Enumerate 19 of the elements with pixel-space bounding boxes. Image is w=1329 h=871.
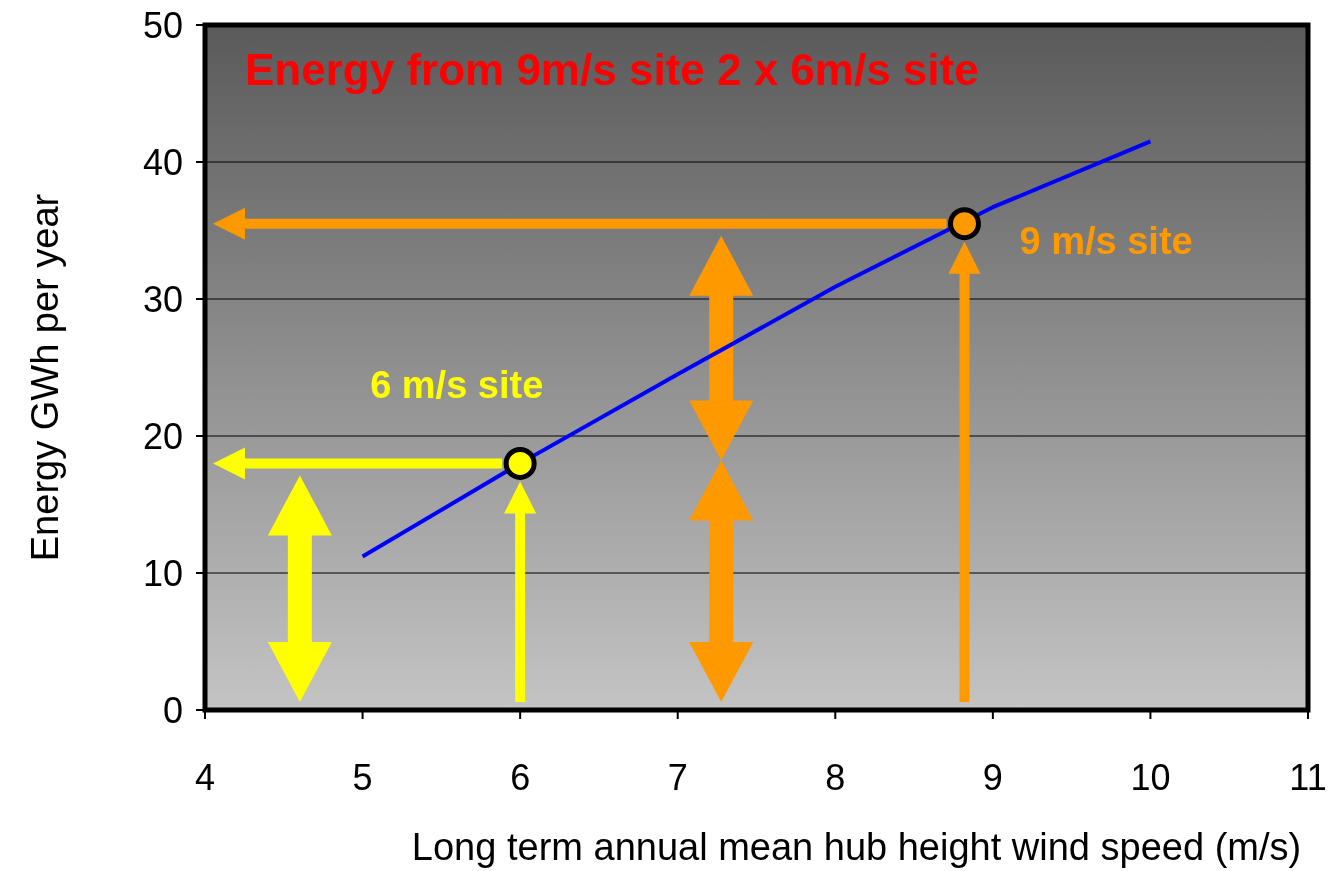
x-axis-title: Long term annual mean hub height wind speed (m/s) — [411, 826, 1302, 868]
x-tick-label: 8 — [825, 757, 846, 798]
y-tick-label: 20 — [142, 416, 183, 457]
y-tick-label: 10 — [142, 553, 183, 594]
text: Energy from 9m/s site 2 x 6m/s site — [245, 45, 979, 94]
x-tick-label: 5 — [352, 757, 373, 798]
x-tick-label: 9 — [982, 757, 1003, 798]
y-tick-label: 0 — [162, 690, 183, 731]
x-tick-label: 4 — [194, 757, 216, 798]
x-tick-label: 6 — [510, 757, 531, 798]
y-tick-label: 40 — [142, 142, 183, 183]
y-tick-label: 30 — [142, 279, 183, 320]
y-tick-label: 50 — [142, 5, 183, 46]
series-label: 9 m/s site — [1019, 219, 1193, 262]
x-tick-label: 10 — [1130, 757, 1171, 798]
x-tick-label: 11 — [1289, 757, 1327, 798]
series-label: 6 m/s site — [370, 364, 544, 407]
y-axis-title: Energy GWh per year — [24, 193, 66, 562]
x-tick-label: 7 — [667, 757, 688, 798]
